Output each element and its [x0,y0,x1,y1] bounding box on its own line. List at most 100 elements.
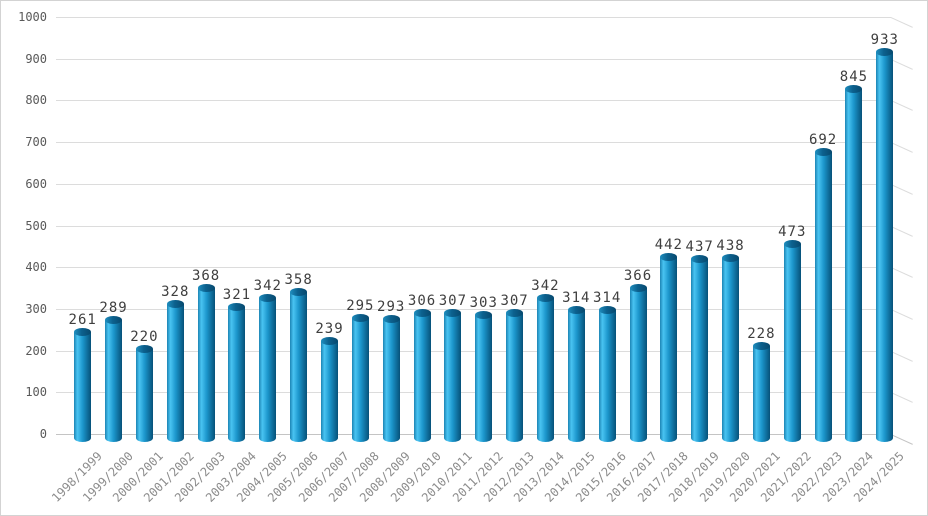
bar-top-face [290,287,308,296]
bar[interactable] [536,294,554,442]
bar[interactable] [135,345,153,442]
bar-value-label: 307 [500,292,529,309]
bar-bottom-face [475,433,493,442]
bar-top-face [506,308,524,317]
bar-value-label: 933 [870,31,899,48]
bar[interactable] [74,328,92,442]
bar-top-face [135,345,153,354]
bar-bottom-face [321,433,338,442]
bar-bottom-face [567,433,585,442]
bar-value-label: 307 [438,292,468,309]
bar[interactable] [598,306,616,442]
bar[interactable] [876,47,894,442]
bar[interactable] [197,283,215,442]
bar-value-label: 437 [685,238,714,255]
bar-bottom-face [382,433,400,442]
bar-value-label: 342 [531,278,560,295]
bar-value-label: 442 [654,236,683,253]
bar[interactable] [321,337,338,442]
bar[interactable] [444,308,462,442]
bar-bottom-face [845,433,863,442]
bar-bottom-face [876,433,894,442]
bar[interactable] [259,294,277,442]
bar-top-face [691,254,709,263]
y-axis-tick-label: 700 [25,135,47,150]
bar-value-label: 303 [469,294,498,311]
bar[interactable] [814,148,832,442]
grid-line-depth [890,183,913,195]
bar-bottom-face [629,433,647,442]
bar[interactable] [166,300,184,442]
grid-line [56,183,891,185]
grid-line [56,142,891,144]
bar[interactable] [506,308,524,442]
bar[interactable] [228,303,246,442]
bar-top-face [351,313,369,322]
bar-top-face [783,239,801,248]
grid-line [56,17,891,18]
bar[interactable] [722,254,740,442]
bar-bottom-face [598,433,616,442]
bar-value-label: 368 [191,267,221,284]
grid-line-depth [890,267,913,279]
bar-value-label: 314 [562,290,591,307]
bar-top-face [259,294,277,303]
grid-line [56,100,891,102]
grid-line [56,58,891,60]
bar-top-face [660,252,678,261]
bar[interactable] [351,313,369,442]
bar-top-face [444,308,462,317]
y-axis-tick-label: 500 [25,218,47,233]
grid-line [56,267,891,269]
bar-value-label: 358 [284,271,313,288]
bar[interactable] [629,284,647,442]
bar-bottom-face [506,433,524,442]
bar-bottom-face [351,433,369,442]
grid-line-depth [890,142,913,153]
bar-value-label: 293 [377,298,406,315]
bar-value-label: 220 [130,329,159,346]
bar[interactable] [475,310,493,442]
grid-line [56,392,891,394]
grid-line-depth [890,58,913,70]
bar-value-label: 438 [716,238,745,255]
bar-top-face [567,306,585,315]
bar-value-label: 239 [315,321,344,338]
bar[interactable] [845,84,863,442]
bar-top-face [382,314,400,323]
bar-value-label: 473 [778,223,807,240]
bar[interactable] [691,254,709,442]
bar-value-label: 366 [623,268,653,285]
bar-top-face [722,254,740,263]
bar-bottom-face [166,433,184,442]
grid-line [56,225,891,227]
bar-top-face [845,84,863,93]
bar-bottom-face [413,433,431,442]
grid-line-depth [890,434,913,445]
bar[interactable] [105,316,123,442]
bar[interactable] [752,341,770,442]
bar-bottom-face [259,433,277,442]
grid-line-depth [890,392,913,404]
y-axis-tick-label: 800 [25,93,47,108]
grid-line [56,308,891,310]
bar[interactable] [413,309,431,442]
grid-line-depth [890,308,913,320]
bar-bottom-face [290,433,308,442]
bar-top-face [197,283,215,292]
grid-line [56,434,891,435]
bar[interactable] [290,287,308,442]
bar-bottom-face [536,433,554,442]
bar[interactable] [567,306,585,442]
bar-top-face [814,148,832,157]
bar[interactable] [660,252,678,442]
y-axis-tick-label: 0 [39,427,47,441]
bar-value-label: 845 [839,68,869,85]
bar[interactable] [783,239,801,442]
y-axis-tick-label: 300 [25,301,47,316]
bar[interactable] [382,314,400,442]
bar-top-face [413,309,431,318]
bar-bottom-face [783,433,801,442]
